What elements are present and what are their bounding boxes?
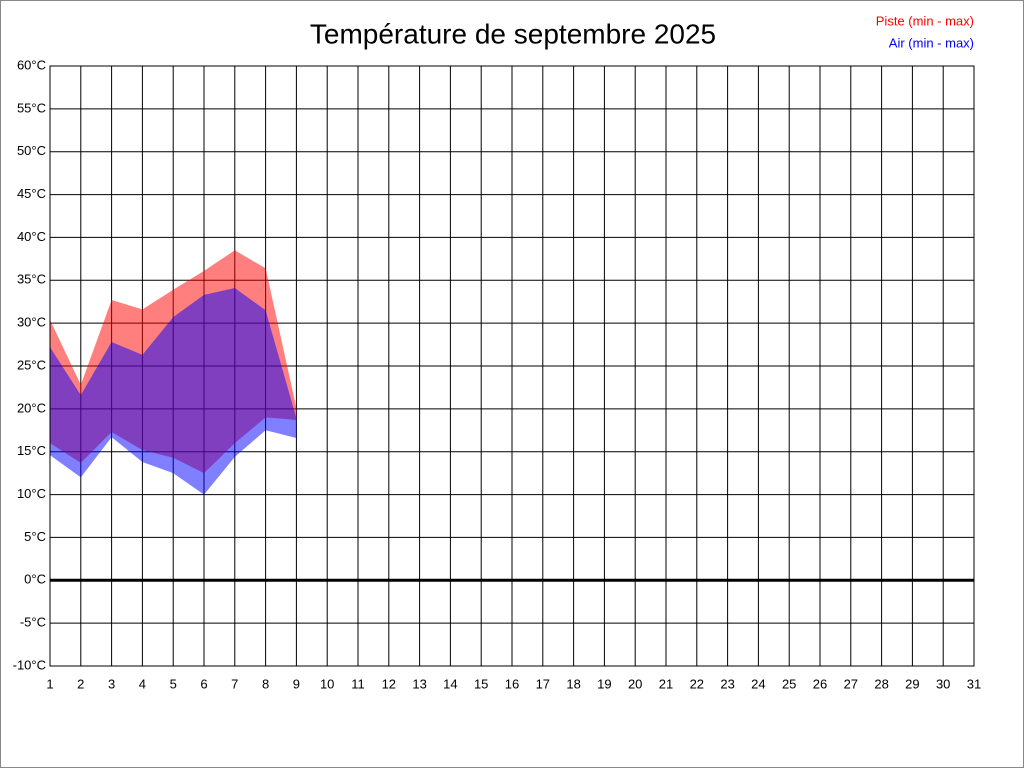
x-tick-label: 16 bbox=[505, 676, 519, 691]
x-tick-label: 20 bbox=[628, 676, 642, 691]
y-tick-label: 35°C bbox=[17, 272, 46, 287]
plot-frame bbox=[49, 65, 975, 667]
x-tick-label: 22 bbox=[690, 676, 704, 691]
y-tick-label: 10°C bbox=[17, 486, 46, 501]
y-tick-label: 15°C bbox=[17, 443, 46, 458]
x-tick-label: 8 bbox=[262, 676, 269, 691]
y-tick-label: 25°C bbox=[17, 357, 46, 372]
x-tick-label: 18 bbox=[566, 676, 580, 691]
chart-title: Température de septembre 2025 bbox=[310, 18, 716, 49]
x-tick-label: 29 bbox=[905, 676, 919, 691]
x-tick-label: 10 bbox=[320, 676, 334, 691]
x-tick-label: 1 bbox=[46, 676, 53, 691]
x-tick-label: 23 bbox=[720, 676, 734, 691]
x-tick-label: 14 bbox=[443, 676, 457, 691]
y-tick-label: 30°C bbox=[17, 315, 46, 330]
y-tick-label: -10°C bbox=[13, 657, 46, 672]
y-tick-label: 0°C bbox=[24, 572, 46, 587]
x-tick-label: 24 bbox=[751, 676, 765, 691]
legend-entry: Air (min - max) bbox=[889, 35, 974, 50]
x-tick-label: 19 bbox=[597, 676, 611, 691]
x-tick-label: 21 bbox=[659, 676, 673, 691]
x-tick-label: 11 bbox=[351, 676, 365, 691]
x-tick-label: 15 bbox=[474, 676, 488, 691]
y-tick-label: 55°C bbox=[17, 100, 46, 115]
x-tick-label: 3 bbox=[108, 676, 115, 691]
y-tick-label: 60°C bbox=[17, 57, 46, 72]
x-tick-label: 9 bbox=[293, 676, 300, 691]
x-tick-label: 31 bbox=[967, 676, 981, 691]
x-tick-label: 30 bbox=[936, 676, 950, 691]
y-tick-label: -5°C bbox=[20, 615, 46, 630]
x-tick-label: 2 bbox=[77, 676, 84, 691]
y-tick-label: 45°C bbox=[17, 186, 46, 201]
y-tick-label: 40°C bbox=[17, 229, 46, 244]
x-tick-label: 5 bbox=[170, 676, 177, 691]
range-area bbox=[50, 288, 297, 495]
x-tick-label: 28 bbox=[874, 676, 888, 691]
x-tick-label: 13 bbox=[412, 676, 426, 691]
x-tick-label: 12 bbox=[382, 676, 396, 691]
legend-entry: Piste (min - max) bbox=[876, 13, 974, 28]
x-tick-label: 25 bbox=[782, 676, 796, 691]
y-tick-label: 50°C bbox=[17, 143, 46, 158]
x-tick-label: 26 bbox=[813, 676, 827, 691]
x-tick-label: 27 bbox=[844, 676, 858, 691]
x-tick-label: 4 bbox=[139, 676, 146, 691]
x-tick-label: 7 bbox=[231, 676, 238, 691]
y-tick-label: 20°C bbox=[17, 400, 46, 415]
x-tick-label: 17 bbox=[536, 676, 550, 691]
x-tick-label: 6 bbox=[200, 676, 207, 691]
y-tick-label: 5°C bbox=[24, 529, 46, 544]
